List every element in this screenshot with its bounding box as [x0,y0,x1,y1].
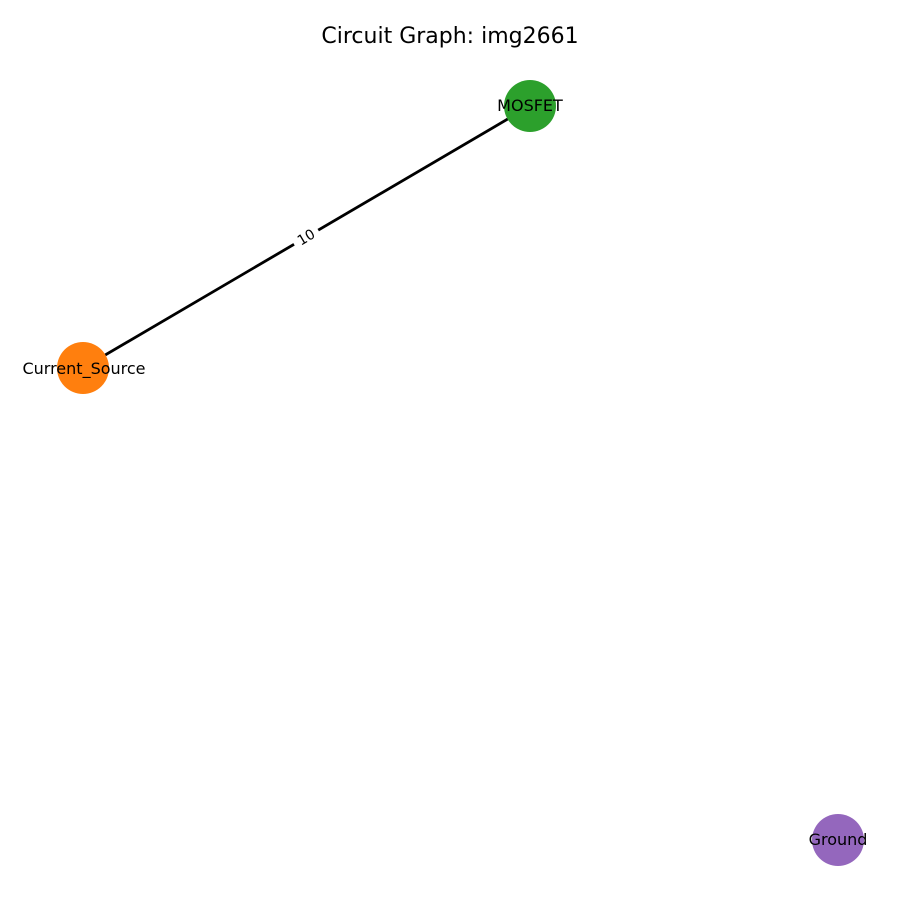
node-label-ground: Ground [809,830,868,849]
edge-label-group: 10 [289,222,323,252]
node-current-source[interactable]: Current_Source [22,342,146,394]
node-label-mosfet: MOSFET [497,96,563,115]
node-label-current-source: Current_Source [22,359,145,379]
node-circle-mosfet[interactable] [504,80,556,132]
edge-label: 10 [295,226,318,249]
edge-label-background [289,222,323,252]
node-ground[interactable]: Ground [809,814,868,866]
node-circle-ground[interactable] [812,814,864,866]
graph-title: Circuit Graph: img2661 [321,24,578,49]
edges-layer: 10 [82,104,531,370]
node-circle-current-source[interactable] [57,342,109,394]
node-mosfet[interactable]: MOSFET [497,80,563,132]
nodes-layer: MOSFET Current_Source Ground [22,80,867,866]
